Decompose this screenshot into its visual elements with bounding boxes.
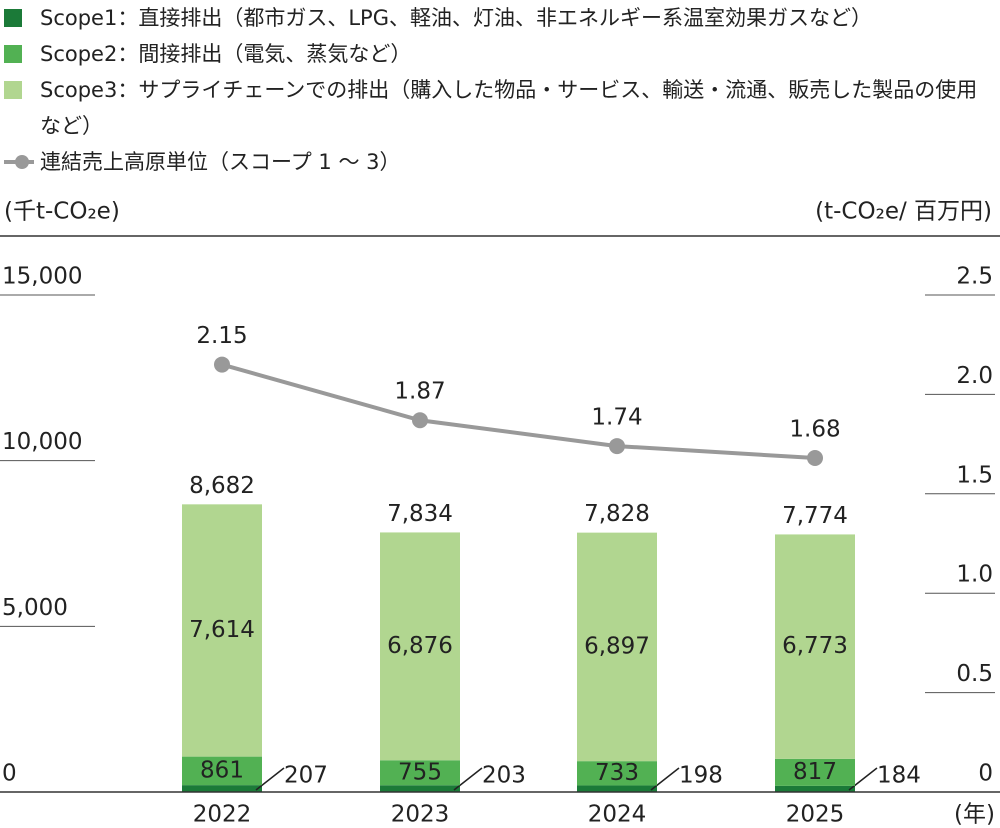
line-label: 2.15 — [196, 323, 247, 349]
value-label: 6,773 — [782, 633, 848, 659]
bar-segment — [182, 785, 262, 792]
value-label: 207 — [284, 763, 328, 789]
y-tick-label: 15,000 — [2, 264, 82, 290]
line-point — [609, 438, 625, 455]
x-axis-label: (年) — [954, 802, 995, 828]
y2-tick-label: 1.5 — [956, 462, 993, 488]
x-tick-label: 2024 — [588, 802, 647, 828]
bar-segment — [577, 532, 657, 762]
total-label: 7,834 — [387, 501, 453, 527]
bar-segment — [182, 504, 262, 757]
label-leader — [650, 767, 680, 791]
line-label: 1.68 — [789, 417, 840, 443]
legend-label: 連結売上高原単位（スコープ 1 ～ 3） — [40, 150, 401, 174]
y-tick-label: 5,000 — [2, 595, 68, 621]
value-label: 198 — [679, 763, 723, 789]
label-leader — [453, 767, 483, 791]
total-label: 7,774 — [782, 503, 848, 529]
legend-swatch — [4, 81, 22, 99]
total-label: 8,682 — [189, 473, 255, 499]
value-label: 817 — [793, 759, 837, 785]
legend-dot — [15, 155, 29, 169]
value-label: 7,614 — [189, 617, 255, 643]
legend-item: Scope3：サプライチェーンでの排出（購入した物品・サービス、輸送・流通、販売… — [0, 72, 995, 144]
y2-axis-label: (t-CO₂e/ 百万円) — [815, 199, 992, 225]
value-label: 755 — [398, 759, 442, 785]
bar-segment — [577, 761, 657, 786]
line-label: 1.74 — [591, 405, 642, 431]
bar-segment — [577, 785, 657, 792]
y-axis-label: (千t-CO₂e) — [4, 199, 120, 225]
legend-item: Scope2：間接排出（電気、蒸気など） — [0, 36, 995, 72]
total-label: 7,828 — [584, 501, 650, 527]
bar-segment — [182, 756, 262, 786]
value-label: 6,897 — [584, 633, 650, 659]
legend-swatch — [4, 45, 22, 63]
legend-label: Scope3：サプライチェーンでの排出（購入した物品・サービス、輸送・流通、販売… — [40, 78, 978, 138]
line-point — [412, 412, 428, 429]
legend-item: Scope1：直接排出（都市ガス、LPG、軽油、灯油、非エネルギー系温室効果ガス… — [0, 0, 995, 36]
y-tick-label: 10,000 — [2, 429, 82, 455]
line-point — [214, 356, 230, 373]
bar-segment — [380, 760, 460, 786]
y2-tick-label: 0.5 — [956, 661, 993, 687]
line-point — [807, 450, 823, 467]
y2-tick-label: 1.0 — [956, 562, 993, 588]
y2-tick-label: 0 — [978, 761, 993, 787]
y2-tick-label: 2.5 — [956, 264, 993, 290]
y2-tick-label: 2.0 — [956, 363, 993, 389]
x-tick-label: 2025 — [786, 802, 845, 828]
value-label: 184 — [877, 763, 921, 789]
bar-segment — [775, 785, 855, 792]
legend-label: Scope2：間接排出（電気、蒸気など） — [40, 42, 412, 66]
legend-item: 連結売上高原単位（スコープ 1 ～ 3） — [0, 144, 995, 180]
bar-segment — [775, 534, 855, 759]
bar-segment — [775, 758, 855, 786]
y-tick-label: 0 — [2, 761, 17, 787]
x-tick-label: 2022 — [193, 802, 252, 828]
label-leader — [848, 767, 878, 791]
legend: Scope1：直接排出（都市ガス、LPG、軽油、灯油、非エネルギー系温室効果ガス… — [0, 0, 995, 180]
line — [221, 362, 816, 461]
value-label: 861 — [200, 757, 244, 783]
legend-swatch — [4, 155, 34, 169]
value-label: 733 — [595, 760, 639, 786]
line-label: 1.87 — [394, 379, 445, 405]
label-leader — [255, 767, 285, 791]
legend-swatch — [4, 9, 22, 27]
value-label: 6,876 — [387, 633, 453, 659]
bar-segment — [380, 785, 460, 792]
legend-label: Scope1：直接排出（都市ガス、LPG、軽油、灯油、非エネルギー系温室効果ガス… — [40, 6, 872, 30]
x-tick-label: 2023 — [391, 802, 450, 828]
bar-segment — [380, 532, 460, 761]
value-label: 203 — [482, 763, 526, 789]
